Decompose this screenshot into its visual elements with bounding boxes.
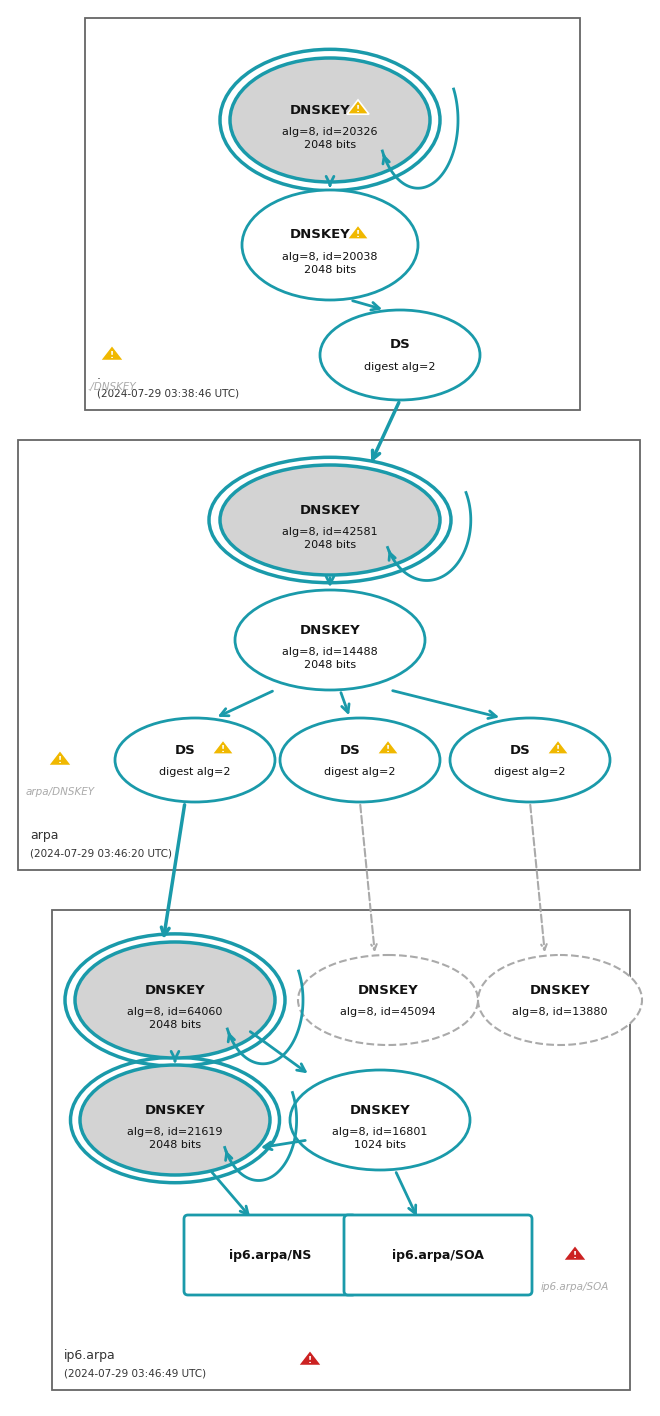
- Text: 2048 bits: 2048 bits: [304, 660, 356, 670]
- Polygon shape: [547, 741, 569, 755]
- Text: digest alg=2: digest alg=2: [159, 767, 231, 777]
- Ellipse shape: [235, 590, 425, 690]
- Text: alg=8, id=42581: alg=8, id=42581: [282, 527, 378, 537]
- Text: digest alg=2: digest alg=2: [324, 767, 396, 777]
- Text: ip6.arpa/NS: ip6.arpa/NS: [229, 1249, 311, 1262]
- Text: 2048 bits: 2048 bits: [149, 1140, 201, 1150]
- Polygon shape: [100, 346, 124, 361]
- Text: !: !: [556, 745, 560, 755]
- Text: alg=8, id=20038: alg=8, id=20038: [282, 252, 378, 262]
- Text: 2048 bits: 2048 bits: [149, 1020, 201, 1029]
- Text: !: !: [58, 756, 62, 765]
- Text: 2048 bits: 2048 bits: [304, 140, 356, 150]
- FancyBboxPatch shape: [184, 1215, 356, 1296]
- Ellipse shape: [478, 954, 642, 1045]
- Text: !: !: [356, 231, 360, 239]
- Text: !: !: [356, 105, 360, 115]
- Text: alg=8, id=45094: alg=8, id=45094: [340, 1007, 436, 1017]
- Text: ./DNSKEY: ./DNSKEY: [88, 382, 137, 392]
- Text: DNSKEY: DNSKEY: [358, 984, 418, 997]
- Text: digest alg=2: digest alg=2: [494, 767, 566, 777]
- Text: DS: DS: [340, 743, 360, 756]
- Ellipse shape: [280, 718, 440, 801]
- Ellipse shape: [242, 190, 418, 300]
- Polygon shape: [212, 741, 234, 755]
- Text: alg=8, id=20326: alg=8, id=20326: [282, 127, 378, 137]
- Text: (2024-07-29 03:46:49 UTC): (2024-07-29 03:46:49 UTC): [64, 1368, 206, 1378]
- Text: DNSKEY: DNSKEY: [529, 984, 591, 997]
- Ellipse shape: [80, 1065, 270, 1175]
- Ellipse shape: [220, 464, 440, 575]
- Polygon shape: [48, 750, 72, 766]
- Text: alg=8, id=21619: alg=8, id=21619: [127, 1127, 223, 1137]
- FancyBboxPatch shape: [18, 440, 640, 869]
- Text: alg=8, id=13880: alg=8, id=13880: [512, 1007, 608, 1017]
- Ellipse shape: [115, 718, 275, 801]
- Text: DS: DS: [175, 743, 195, 756]
- Text: ip6.arpa: ip6.arpa: [64, 1349, 115, 1362]
- Text: (2024-07-29 03:38:46 UTC): (2024-07-29 03:38:46 UTC): [97, 388, 239, 398]
- Polygon shape: [377, 741, 399, 755]
- Text: !: !: [386, 745, 390, 755]
- Text: arpa/DNSKEY: arpa/DNSKEY: [26, 787, 94, 797]
- Text: DNSKEY: DNSKEY: [145, 984, 205, 997]
- Ellipse shape: [298, 954, 478, 1045]
- Ellipse shape: [230, 58, 430, 183]
- Text: DNSKEY: DNSKEY: [300, 504, 360, 517]
- Ellipse shape: [290, 1070, 470, 1170]
- Text: alg=8, id=14488: alg=8, id=14488: [282, 647, 378, 657]
- Text: alg=8, id=16801: alg=8, id=16801: [333, 1127, 428, 1137]
- FancyBboxPatch shape: [52, 910, 630, 1391]
- Text: ip6.arpa/SOA: ip6.arpa/SOA: [541, 1281, 609, 1291]
- Ellipse shape: [75, 942, 275, 1058]
- Text: .: .: [97, 370, 101, 382]
- Text: 2048 bits: 2048 bits: [304, 265, 356, 275]
- Text: DNSKEY: DNSKEY: [290, 228, 350, 242]
- Text: (2024-07-29 03:46:20 UTC): (2024-07-29 03:46:20 UTC): [30, 848, 172, 858]
- FancyBboxPatch shape: [85, 18, 580, 411]
- Ellipse shape: [320, 310, 480, 399]
- Text: DNSKEY: DNSKEY: [350, 1103, 411, 1116]
- Text: !: !: [308, 1357, 312, 1365]
- Text: !: !: [110, 351, 114, 360]
- Text: 1024 bits: 1024 bits: [354, 1140, 406, 1150]
- Polygon shape: [347, 101, 369, 115]
- Polygon shape: [347, 225, 369, 239]
- Polygon shape: [298, 1351, 322, 1365]
- Text: DNSKEY: DNSKEY: [300, 623, 360, 637]
- Text: !: !: [573, 1252, 577, 1260]
- Text: 2048 bits: 2048 bits: [304, 539, 356, 549]
- Text: DNSKEY: DNSKEY: [290, 103, 350, 116]
- FancyBboxPatch shape: [344, 1215, 532, 1296]
- Text: DNSKEY: DNSKEY: [145, 1103, 205, 1116]
- Text: ip6.arpa/SOA: ip6.arpa/SOA: [392, 1249, 484, 1262]
- Text: DS: DS: [389, 338, 411, 351]
- Text: DS: DS: [510, 743, 531, 756]
- Polygon shape: [563, 1245, 587, 1260]
- Text: digest alg=2: digest alg=2: [364, 362, 436, 372]
- Ellipse shape: [450, 718, 610, 801]
- Text: alg=8, id=64060: alg=8, id=64060: [127, 1007, 222, 1017]
- Text: !: !: [221, 745, 225, 755]
- Text: arpa: arpa: [30, 828, 59, 843]
